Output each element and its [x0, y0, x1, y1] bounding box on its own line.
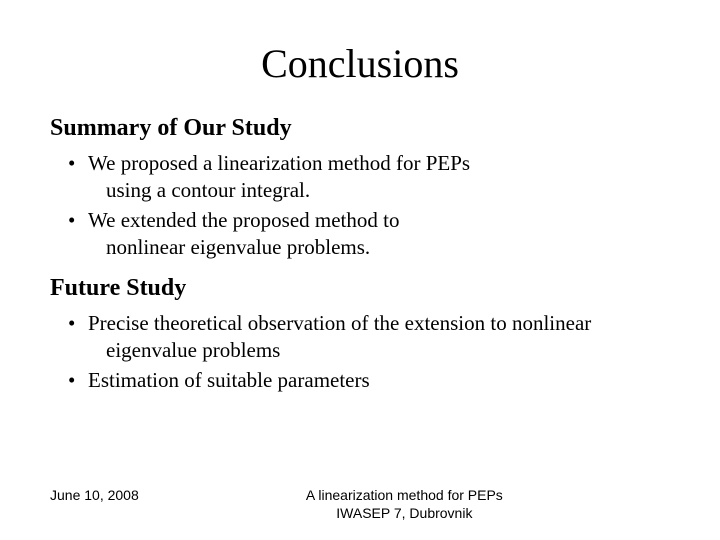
footer-line1: A linearization method for PEPs	[306, 487, 503, 503]
section-heading-summary: Summary of Our Study	[50, 115, 670, 142]
bullet-text: We extended the proposed method to	[88, 208, 399, 232]
list-item: We proposed a linearization method for P…	[68, 150, 670, 205]
footer-date: June 10, 2008	[50, 487, 139, 522]
slide-footer: June 10, 2008 A linearization method for…	[50, 487, 670, 522]
summary-list: We proposed a linearization method for P…	[50, 150, 670, 261]
section-heading-future: Future Study	[50, 275, 670, 302]
slide-title: Conclusions	[50, 40, 670, 87]
footer-line2: IWASEP 7, Dubrovnik	[336, 505, 472, 521]
list-item: We extended the proposed method to nonli…	[68, 207, 670, 262]
list-item: Precise theoretical observation of the e…	[68, 310, 670, 365]
bullet-text-cont: using a contour integral.	[88, 177, 670, 204]
bullet-text: Precise theoretical observation of the e…	[88, 311, 591, 335]
bullet-text-cont: nonlinear eigenvalue problems.	[88, 234, 670, 261]
bullet-text: Estimation of suitable parameters	[88, 368, 370, 392]
slide: Conclusions Summary of Our Study We prop…	[0, 0, 720, 540]
footer-center: A linearization method for PEPs IWASEP 7…	[139, 487, 670, 522]
list-item: Estimation of suitable parameters	[68, 367, 670, 394]
future-list: Precise theoretical observation of the e…	[50, 310, 670, 394]
bullet-text-cont: eigenvalue problems	[88, 337, 670, 364]
bullet-text: We proposed a linearization method for P…	[88, 151, 470, 175]
